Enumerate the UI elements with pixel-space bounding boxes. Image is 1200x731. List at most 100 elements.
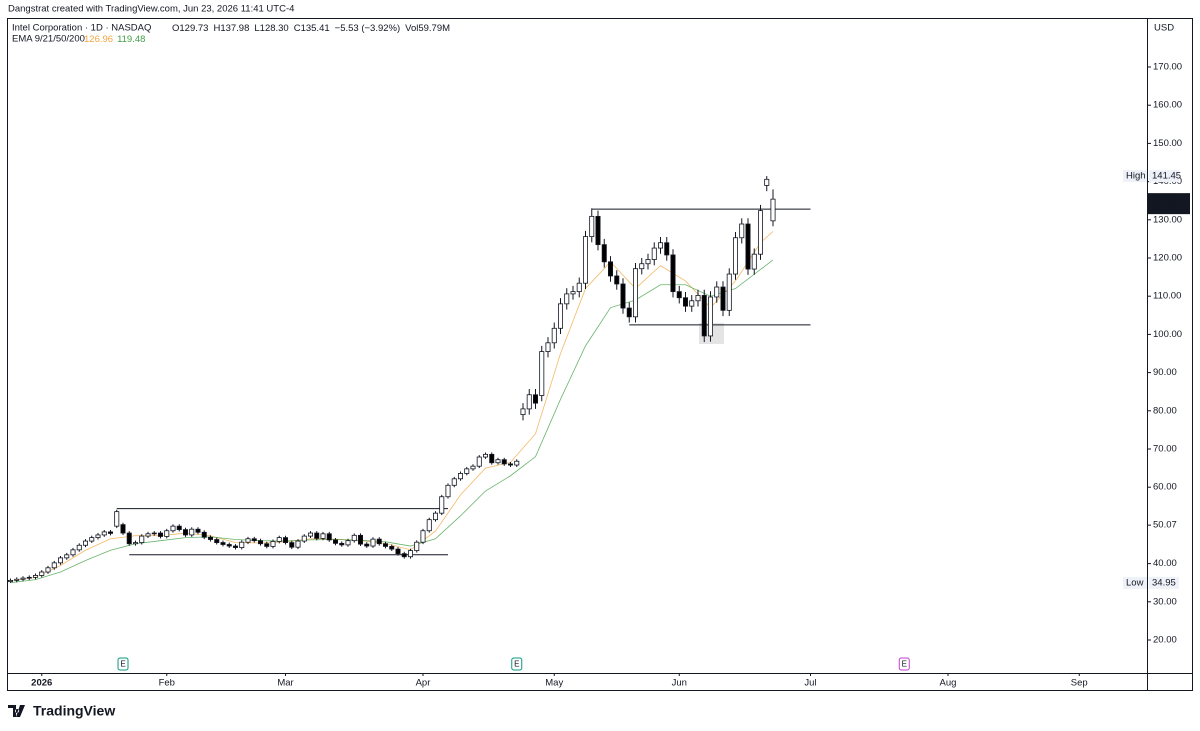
candle-body <box>758 210 764 255</box>
price-tag-label-box <box>1123 170 1147 183</box>
candle-body <box>139 535 145 543</box>
candle-body <box>676 291 682 299</box>
candle-body <box>239 541 245 548</box>
candle-body <box>464 468 470 474</box>
candle-body <box>420 530 426 543</box>
candle-body <box>332 539 338 544</box>
candle-body <box>76 544 82 551</box>
symbol-title: Intel Corporation · 1D · NASDAQ <box>12 23 151 34</box>
candle-body <box>770 198 776 222</box>
y-tick-label: 40.00 <box>1153 558 1177 569</box>
candle-body <box>764 178 770 186</box>
candle-body <box>695 295 701 302</box>
event-marker <box>898 657 910 671</box>
legend-item: Vol59.79M <box>405 23 450 34</box>
candle-body <box>414 541 420 552</box>
candle-body <box>407 550 413 558</box>
event-label: E <box>902 660 907 669</box>
candle-body <box>201 531 207 538</box>
y-tick-label: 170.00 <box>1153 62 1182 73</box>
price-tag-value: 34.95 <box>1152 577 1176 588</box>
candle-body <box>89 537 95 542</box>
y-tick-label: 100.00 <box>1153 329 1182 340</box>
legend-item: O129.73 <box>172 23 208 34</box>
candle-body <box>289 542 295 548</box>
x-tick-label: May <box>545 678 563 689</box>
legend: O129.73 H137.98 L128.30 C135.41 −5.53 (−3.92… <box>172 23 450 34</box>
candle-body <box>570 291 576 295</box>
candle-body <box>176 525 182 531</box>
x-tick-label: Jul <box>804 678 816 689</box>
x-tick-label: Apr <box>416 678 431 689</box>
y-tick-label: 160.00 <box>1153 100 1182 111</box>
candle-body <box>439 496 445 514</box>
candle-body <box>526 394 532 410</box>
candle-body <box>401 553 407 558</box>
candle-body <box>514 460 520 466</box>
y-tick-label: 60.00 <box>1153 482 1177 493</box>
candle-body <box>301 535 307 542</box>
event-marker <box>511 657 523 671</box>
last-price-countdown: 04:18:47 <box>1152 203 1189 214</box>
candle-body <box>276 537 282 542</box>
candle-body <box>151 532 157 535</box>
candle-body <box>314 532 320 539</box>
last-price-value: 135.41 <box>1152 193 1181 204</box>
candle-body <box>207 536 213 540</box>
candle-body <box>564 293 570 305</box>
candle-body <box>307 532 313 537</box>
candle-body <box>551 327 557 344</box>
candle-body <box>70 549 76 556</box>
candle-body <box>614 275 620 285</box>
legend-item: H137.98 <box>213 23 249 34</box>
candle-body <box>708 296 714 337</box>
candle-body <box>51 562 57 569</box>
indicator-value: 126.96 <box>84 34 113 45</box>
candle-body <box>120 524 126 534</box>
candle-body <box>26 576 32 579</box>
candle-body <box>389 546 395 550</box>
candle-body <box>470 465 476 470</box>
candle-body <box>576 282 582 293</box>
candle-body <box>182 529 188 536</box>
candle-body <box>683 297 689 307</box>
candle-body <box>108 531 114 534</box>
event-label: E <box>514 660 519 669</box>
candle-body <box>507 463 513 466</box>
candle-body <box>264 543 270 547</box>
candle-body <box>95 534 101 539</box>
candle-body <box>714 286 720 298</box>
candle-body <box>745 223 751 270</box>
x-tick-label: Sep <box>1071 678 1088 689</box>
candle-body <box>701 295 707 337</box>
brand-logo <box>8 705 25 717</box>
candle-body <box>639 263 645 270</box>
candle-body <box>164 530 170 537</box>
candle-body <box>426 519 432 532</box>
y-tick-label: 70.00 <box>1153 444 1177 455</box>
candle-body <box>370 538 376 547</box>
price-tag-box <box>1149 576 1179 589</box>
candle-body <box>345 540 351 546</box>
candle-body <box>232 545 238 548</box>
candle-body <box>245 538 251 543</box>
candle-body <box>733 237 739 275</box>
candle-body <box>595 215 601 246</box>
candle-body <box>282 537 288 543</box>
y-tick-label: 150.00 <box>1153 138 1182 149</box>
candle-body <box>114 511 120 527</box>
candle-body <box>558 303 564 329</box>
candle-body <box>658 242 664 249</box>
currency: USD <box>1154 23 1174 34</box>
candle-body <box>664 242 670 256</box>
price-tag-label: High <box>1126 171 1146 182</box>
indicator-name: EMA 9/21/50/200 <box>12 34 85 45</box>
candle-body <box>101 531 107 536</box>
candle-body <box>126 532 132 545</box>
candle-body <box>482 453 488 458</box>
candle-body <box>689 300 695 307</box>
legend-item: L128.30 <box>254 23 288 34</box>
candle-body <box>320 533 326 539</box>
candle-body <box>645 259 651 265</box>
candle-body <box>351 534 357 542</box>
